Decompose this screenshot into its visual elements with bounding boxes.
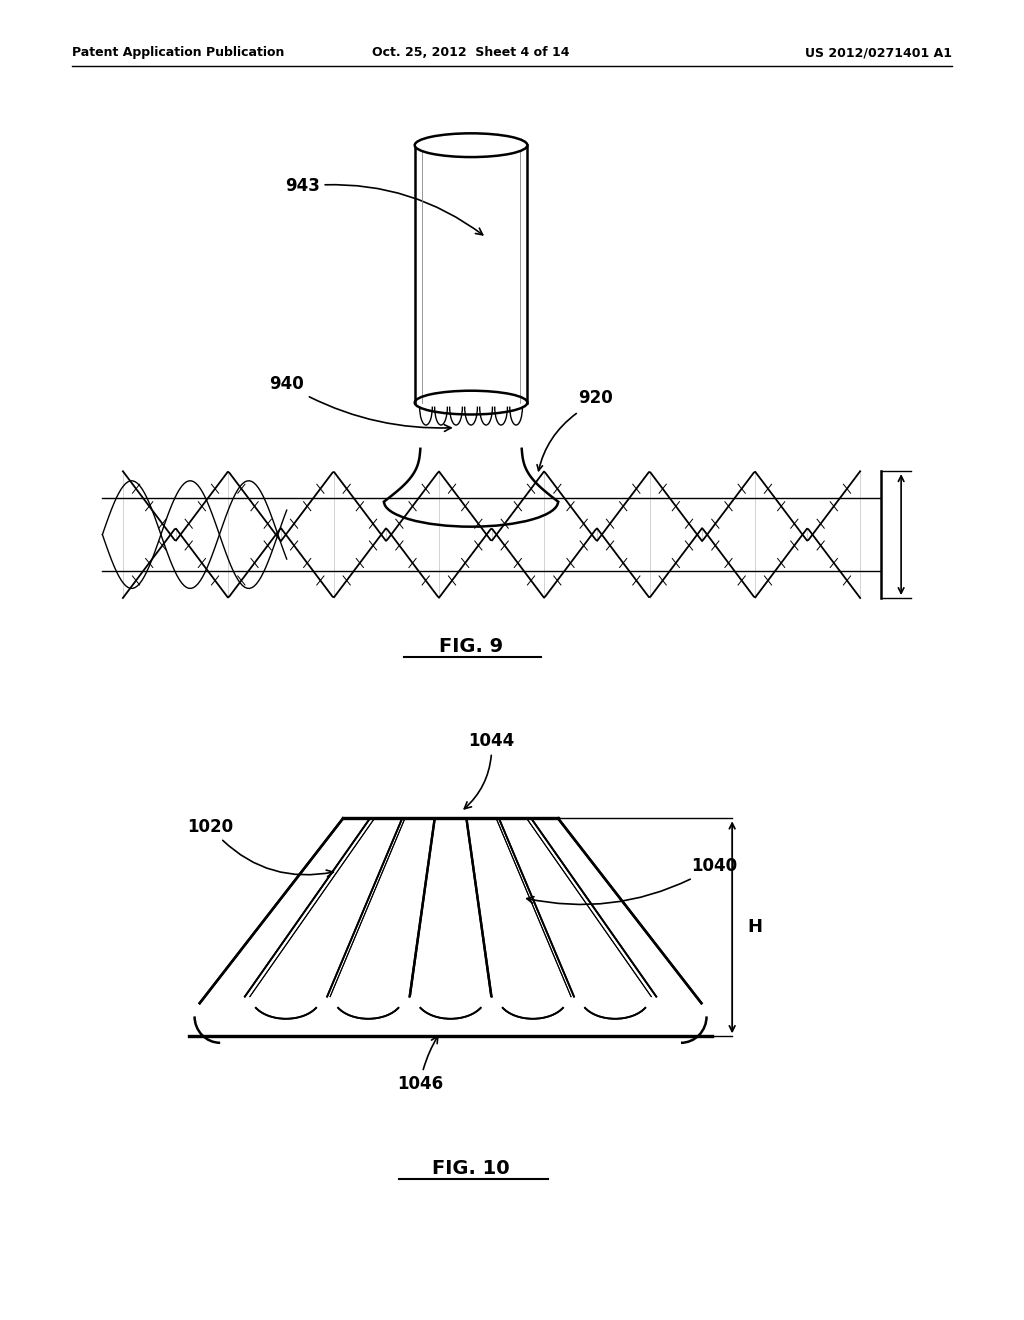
Text: FIG. 10: FIG. 10 — [432, 1159, 510, 1177]
Text: 1044: 1044 — [464, 731, 515, 809]
Text: H: H — [748, 919, 763, 936]
Text: FIG. 9: FIG. 9 — [439, 638, 503, 656]
Text: 1020: 1020 — [186, 817, 334, 876]
Text: 1046: 1046 — [396, 1036, 443, 1093]
Text: 920: 920 — [579, 388, 613, 407]
Text: US 2012/0271401 A1: US 2012/0271401 A1 — [805, 46, 952, 59]
Text: Patent Application Publication: Patent Application Publication — [72, 46, 284, 59]
Ellipse shape — [415, 133, 527, 157]
Text: Oct. 25, 2012  Sheet 4 of 14: Oct. 25, 2012 Sheet 4 of 14 — [373, 46, 569, 59]
Polygon shape — [415, 145, 527, 403]
Text: 943: 943 — [285, 177, 482, 235]
Polygon shape — [189, 818, 712, 1036]
Text: 1040: 1040 — [526, 857, 737, 904]
Text: 940: 940 — [269, 375, 451, 432]
